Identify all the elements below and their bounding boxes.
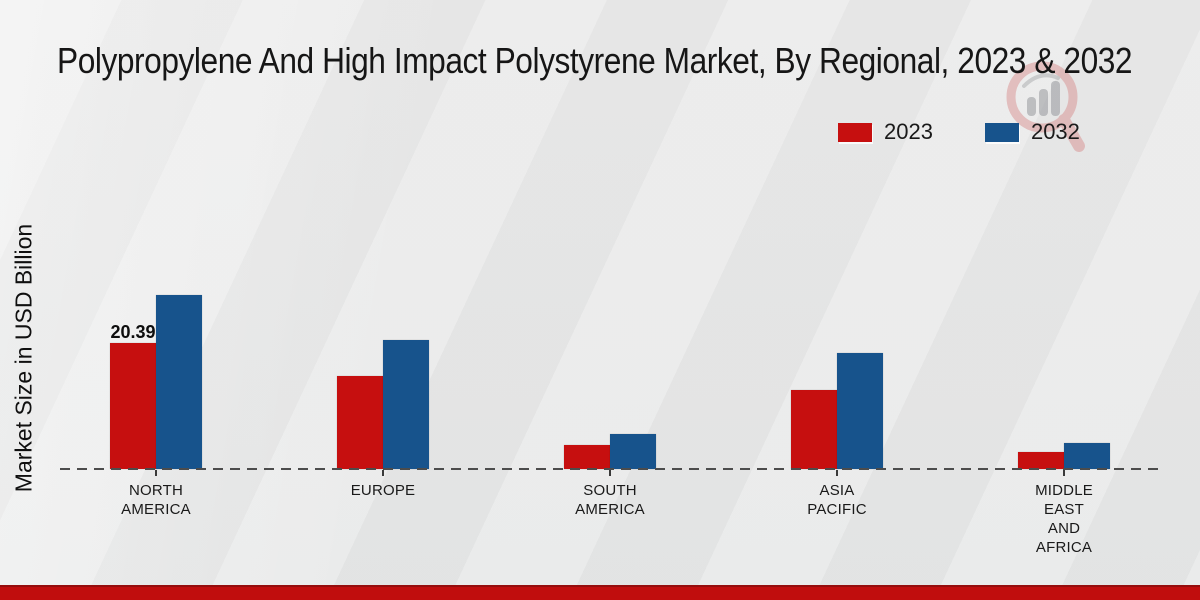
bar-2032-north-america <box>156 295 202 469</box>
bar-2023-north-america <box>110 343 156 469</box>
bar-2032-asia-pacific <box>837 352 883 469</box>
legend-item-2023: 2023 <box>838 119 933 145</box>
x-axis-label-south-america: SOUTH AMERICA <box>575 482 645 518</box>
watermark-magnifier-chart-icon <box>1006 61 1085 152</box>
x-axis-tick-middle-east-and-africa <box>1063 470 1065 476</box>
x-axis-tick-europe <box>382 470 384 476</box>
bar-2023-europe <box>337 375 383 469</box>
x-axis-tick-asia-pacific <box>836 470 838 476</box>
bar-2023-south-america <box>564 444 610 469</box>
legend-item-2032: 2032 <box>984 119 1080 145</box>
bar-2032-south-america <box>610 433 656 469</box>
x-axis-label-north-america: NORTH AMERICA <box>121 482 191 518</box>
legend-label-2032: 2032 <box>1030 119 1080 144</box>
legend-swatch-2023 <box>838 122 872 142</box>
bar-2023-asia-pacific <box>791 389 837 469</box>
bar-2023-middle-east-and-africa <box>1018 451 1064 469</box>
y-axis-label: Market Size in USD Billion <box>10 223 37 493</box>
legend-swatch-2032 <box>984 122 1019 142</box>
x-axis-baseline <box>60 468 1158 470</box>
footer-bar <box>0 585 1200 600</box>
bar-2032-middle-east-and-africa <box>1064 443 1110 469</box>
legend: 2023 2032 <box>838 119 1080 145</box>
data-label-2023-north-america: 20.39 <box>110 322 156 342</box>
x-axis-tick-north-america <box>155 470 157 476</box>
x-axis-tick-south-america <box>609 470 611 476</box>
bar-2032-europe <box>383 340 429 469</box>
x-axis-label-middle-east-and-africa: MIDDLE EAST AND AFRICA <box>1035 482 1093 556</box>
x-axis-label-europe: EUROPE <box>350 482 416 499</box>
legend-label-2023: 2023 <box>884 119 933 144</box>
x-axis-label-asia-pacific: ASIA PACIFIC <box>807 482 867 518</box>
page-title: Polypropylene And High Impact Polystyren… <box>57 40 1133 81</box>
